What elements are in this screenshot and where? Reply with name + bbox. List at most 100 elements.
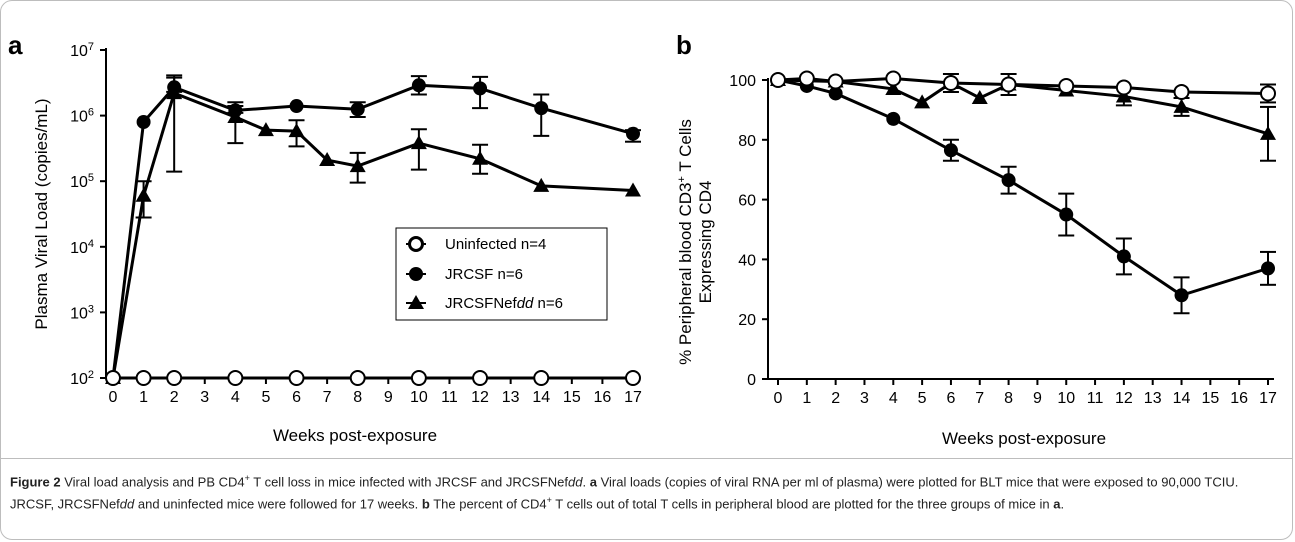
caption-title-part2: T cell loss in mice infected with JRCSF … xyxy=(249,474,569,490)
panel-a-point-jrcsfnefdd-n-6-6 xyxy=(319,152,336,167)
panel-a-point-jrcsfnefdd-n-6-2 xyxy=(166,85,183,100)
panel-b-point-uninfected-n-4-1 xyxy=(798,70,815,87)
panel-a-x-tick-label-5: 5 xyxy=(261,389,270,406)
legend-marker-uninfected-face xyxy=(409,237,423,251)
panel-b-point-jrcsf-n-6-6 xyxy=(1059,207,1074,222)
caption-text-b-part1: The percent of CD4 xyxy=(429,496,547,512)
panel-a-label: a xyxy=(8,30,23,60)
panel-b-label: b xyxy=(676,30,692,60)
panel-a-x-tick-label-7: 7 xyxy=(323,389,332,406)
panel-a-x-tick-label-6: 6 xyxy=(292,389,301,406)
panel-a-y-tick-label-5: 107 xyxy=(70,41,94,60)
panel-b-x-tick-label-4: 4 xyxy=(889,390,898,407)
panel-a-point-uninfected-n-4-2 xyxy=(166,370,183,386)
panel-b-y-tick-label-1: 20 xyxy=(738,312,756,329)
legend-marker-jrcsf xyxy=(409,267,423,281)
legend-box xyxy=(395,227,608,321)
panel-b-y-axis-title-line1: % Peripheral blood CD3+ T Cells xyxy=(676,119,695,365)
panel-b-y-title-prefix: % Peripheral blood CD3 xyxy=(676,183,695,365)
panel-b-x-axis-title: Weeks post-exposure xyxy=(942,429,1106,448)
panel-b-x-tick-label-8: 8 xyxy=(1004,390,1013,407)
panel-b-x-tick-label-16: 16 xyxy=(1230,390,1248,407)
panel-a-point-jrcsfnefdd-n-6-11 xyxy=(625,182,641,197)
panel-a-point-jrcsf-n-6-4 xyxy=(289,99,304,114)
panel-a-x-tick-label-13: 13 xyxy=(502,389,520,406)
panel-b-point-jrcsf-n-6-2 xyxy=(828,86,843,101)
panel-a-point-uninfected-n-4-0 xyxy=(105,370,121,386)
legend-marker-jrcsfnefdd xyxy=(408,295,424,309)
caption-title-sup: + xyxy=(244,473,250,483)
panel-a-point-jrcsfnefdd-n-6-4 xyxy=(257,122,274,137)
panel-a-x-tick-label-0: 0 xyxy=(109,389,118,406)
panel-a-point-jrcsfnefdd-n-6-7 xyxy=(349,158,366,173)
panel-b-x-tick-label-15: 15 xyxy=(1201,390,1219,407)
panel-a-x-tick-label-4: 4 xyxy=(231,389,240,406)
panel-b-x-tick-label-3: 3 xyxy=(860,390,869,407)
panel-a-point-uninfected-n-4-7 xyxy=(472,370,489,386)
panel-b-point-jrcsf-n-6-3 xyxy=(886,111,901,126)
caption-text-b-ref: a xyxy=(1053,496,1061,512)
panel-a-point-jrcsfnefdd-n-6-5 xyxy=(288,123,305,138)
panel-b-y-tick-label-5: 100 xyxy=(729,73,756,90)
caption-b-label: b xyxy=(421,496,430,512)
panel-a-y-axis-title: Plasma Viral Load (copies/mL) xyxy=(32,98,51,329)
panel-b-point-jrcsf-n-6-7 xyxy=(1116,249,1131,264)
caption-text-a-part2: and uninfected mice were followed for 17… xyxy=(134,496,422,512)
panel-a-x-tick-label-16: 16 xyxy=(594,389,612,406)
panel-b-x-tick-label-14: 14 xyxy=(1173,390,1191,407)
panel-b-point-uninfected-n-4-0 xyxy=(770,72,786,88)
panel-b-y-tick-label-4: 80 xyxy=(738,133,756,150)
panel-b-point-jrcsfnefdd-n-6-10 xyxy=(1260,125,1276,140)
legend-label-jrcsfnefdd-prefix: JRCSFNef xyxy=(445,295,518,312)
panel-a-point-jrcsfnefdd-n-6-3 xyxy=(227,109,244,124)
panel-b-x-tick-label-0: 0 xyxy=(774,390,783,407)
panel-b-x-tick-label-10: 10 xyxy=(1057,390,1075,407)
panel-a-point-jrcsf-n-6-1 xyxy=(136,114,151,129)
legend-label-uninfected: Uninfected n=4 xyxy=(445,236,546,253)
panel-b-y-tick-label-3: 60 xyxy=(738,193,756,210)
panel-b-y-title-suffix: T Cells xyxy=(676,119,695,176)
caption-title-italic: dd xyxy=(568,474,583,490)
panel-b-point-jrcsf-n-6-9 xyxy=(1261,261,1275,276)
panel-a-x-tick-label-17: 17 xyxy=(624,389,642,406)
panel-a-point-jrcsfnefdd-n-6-8 xyxy=(410,135,427,150)
panel-a-point-jrcsf-n-6-7 xyxy=(473,81,488,96)
panel-b-x-tick-label-2: 2 xyxy=(831,390,840,407)
panel-a-point-jrcsfnefdd-n-6-1 xyxy=(135,187,152,202)
panel-b-point-uninfected-n-4-2 xyxy=(827,73,844,90)
caption-text-a-italic: dd xyxy=(119,496,135,512)
panel-b-x-tick-label-12: 12 xyxy=(1115,390,1133,407)
panel-a-point-jrcsfnefdd-n-6-10 xyxy=(533,177,550,192)
panel-b-point-uninfected-n-4-6 xyxy=(1058,77,1075,94)
figure-caption: Figure 2 Viral load analysis and PB CD4+… xyxy=(10,469,1285,514)
panel-b-series-line-jrcsf-n-6 xyxy=(777,78,1269,297)
caption-title-part1: Viral load analysis and PB CD4 xyxy=(60,474,245,490)
caption-text-b-sup: + xyxy=(546,495,552,506)
panel-b-x-tick-label-13: 13 xyxy=(1144,390,1162,407)
panel-b-point-jrcsfnefdd-n-6-5 xyxy=(971,89,988,104)
panel-b-y-tick-label-2: 40 xyxy=(738,252,756,269)
panel-a-x-axis-title: Weeks post-exposure xyxy=(273,426,437,445)
panel-a-y-tick-label-0: 102 xyxy=(70,369,94,388)
panel-a-x-tick-label-9: 9 xyxy=(384,389,393,406)
panel-a-point-uninfected-n-4-8 xyxy=(533,370,550,386)
panel-a-point-jrcsf-n-6-5 xyxy=(350,102,365,117)
panel-b-point-jrcsf-n-6-5 xyxy=(1001,173,1016,188)
panel-b-x-tick-label-9: 9 xyxy=(1033,390,1042,407)
panel-b-point-jrcsfnefdd-n-6-2 xyxy=(885,80,902,95)
panel-b-x-tick-label-17: 17 xyxy=(1259,390,1277,407)
panel-a-point-uninfected-n-4-3 xyxy=(227,370,244,386)
panel-a-x-tick-label-3: 3 xyxy=(200,389,209,406)
panel-a-x-tick-label-11: 11 xyxy=(441,389,458,406)
panel-b-x-tick-label-6: 6 xyxy=(946,390,955,407)
panel-b-y-axis-title-line2: Expressing CD4 xyxy=(696,181,715,304)
panel-a-series-line-jrcsfnefdd-n-6 xyxy=(111,91,634,379)
legend: Uninfected n=4 JRCSF n=6 JRCSFNefdd n=6 xyxy=(395,227,608,321)
panel-b-point-uninfected-n-4-7 xyxy=(1115,79,1132,96)
caption-text-a-part1: Viral loads (copies of viral RNA per ml … xyxy=(10,474,1239,512)
panel-b-point-uninfected-n-4-8 xyxy=(1173,83,1190,100)
panel-a-y-tick-label-1: 103 xyxy=(70,303,94,322)
panel-b-x-tick-label-11: 11 xyxy=(1087,390,1104,407)
